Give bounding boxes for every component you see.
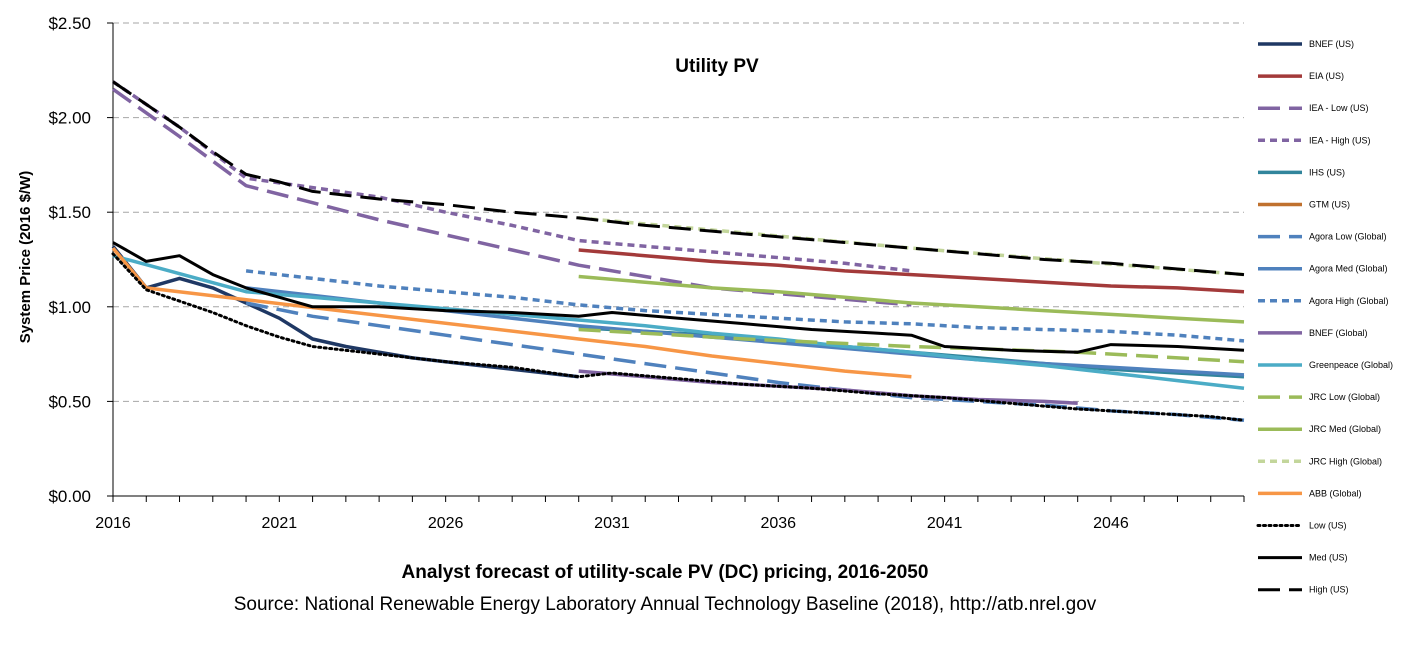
legend-label: Agora Low (Global): [1309, 232, 1387, 242]
series-line: [578, 274, 1245, 324]
y-tick-label: $0.00: [48, 487, 91, 506]
series-line: [111, 87, 912, 307]
y-tick-label: $0.50: [48, 392, 91, 411]
y-tick-label: $2.00: [48, 109, 91, 128]
y-tick-label: $1.50: [48, 203, 91, 222]
x-tick-label: 2041: [927, 515, 963, 532]
legend-label: GTM (US): [1309, 200, 1350, 210]
legend-label: BNEF (US): [1309, 39, 1354, 49]
legend-label: Low (US): [1309, 521, 1347, 531]
axes: $0.00 $0.50 $1.00 $1.50 $2.00 $2.50 2016 2021 20…: [48, 14, 1245, 532]
legend-label: Greenpeace (Global): [1309, 360, 1393, 370]
series-line: [578, 248, 1245, 294]
series-line: [112, 254, 1245, 390]
series-line: [111, 246, 912, 379]
legend-label: IHS (US): [1309, 167, 1345, 177]
y-tick-label: $1.00: [48, 298, 91, 317]
x-tick-label: 2021: [262, 515, 298, 532]
grid: [113, 22, 1244, 402]
legend-label: Med (US): [1309, 553, 1348, 563]
series-line: [111, 245, 579, 379]
series-line: [112, 241, 1245, 354]
legend-label: Agora Med (Global): [1309, 264, 1388, 274]
series-line: [245, 286, 1245, 377]
legend-label: JRC Med (Global): [1309, 424, 1381, 434]
x-tick-label: 2016: [95, 515, 131, 532]
y-tick-label: $2.50: [48, 14, 91, 33]
legend-label: IEA - High (US): [1309, 135, 1371, 145]
caption-source: Source: National Renewable Energy Labora…: [234, 594, 1097, 615]
series-line: [112, 80, 912, 273]
legend-label: IEA - Low (US): [1309, 103, 1369, 113]
legend-label: JRC Low (Global): [1309, 392, 1380, 402]
x-tick-label: 2036: [760, 515, 796, 532]
x-tick-label: 2031: [594, 515, 630, 532]
legend-label: Agora High (Global): [1309, 296, 1389, 306]
legend-label: EIA (US): [1309, 71, 1344, 81]
series-line: [112, 80, 1245, 277]
legend-label: ABB (Global): [1309, 488, 1362, 498]
series-layer: [111, 80, 1246, 423]
chart-title: Utility PV: [675, 56, 759, 77]
x-tick-label: 2026: [428, 515, 464, 532]
y-axis-label: System Price (2016 $/W): [17, 171, 34, 344]
caption-title: Analyst forecast of utility-scale PV (DC…: [402, 562, 929, 583]
series-line: [111, 252, 1246, 422]
series-line: [578, 327, 1245, 364]
legend-label: High (US): [1309, 585, 1349, 595]
legend-label: JRC High (Global): [1309, 456, 1382, 466]
legend-label: BNEF (Global): [1309, 328, 1368, 338]
series-line: [245, 269, 1245, 343]
x-tick-label: 2046: [1093, 515, 1129, 532]
legend: BNEF (US) EIA (US) IEA - Low (US) IEA - Hig…: [1256, 39, 1393, 595]
series-line: [245, 301, 1245, 423]
